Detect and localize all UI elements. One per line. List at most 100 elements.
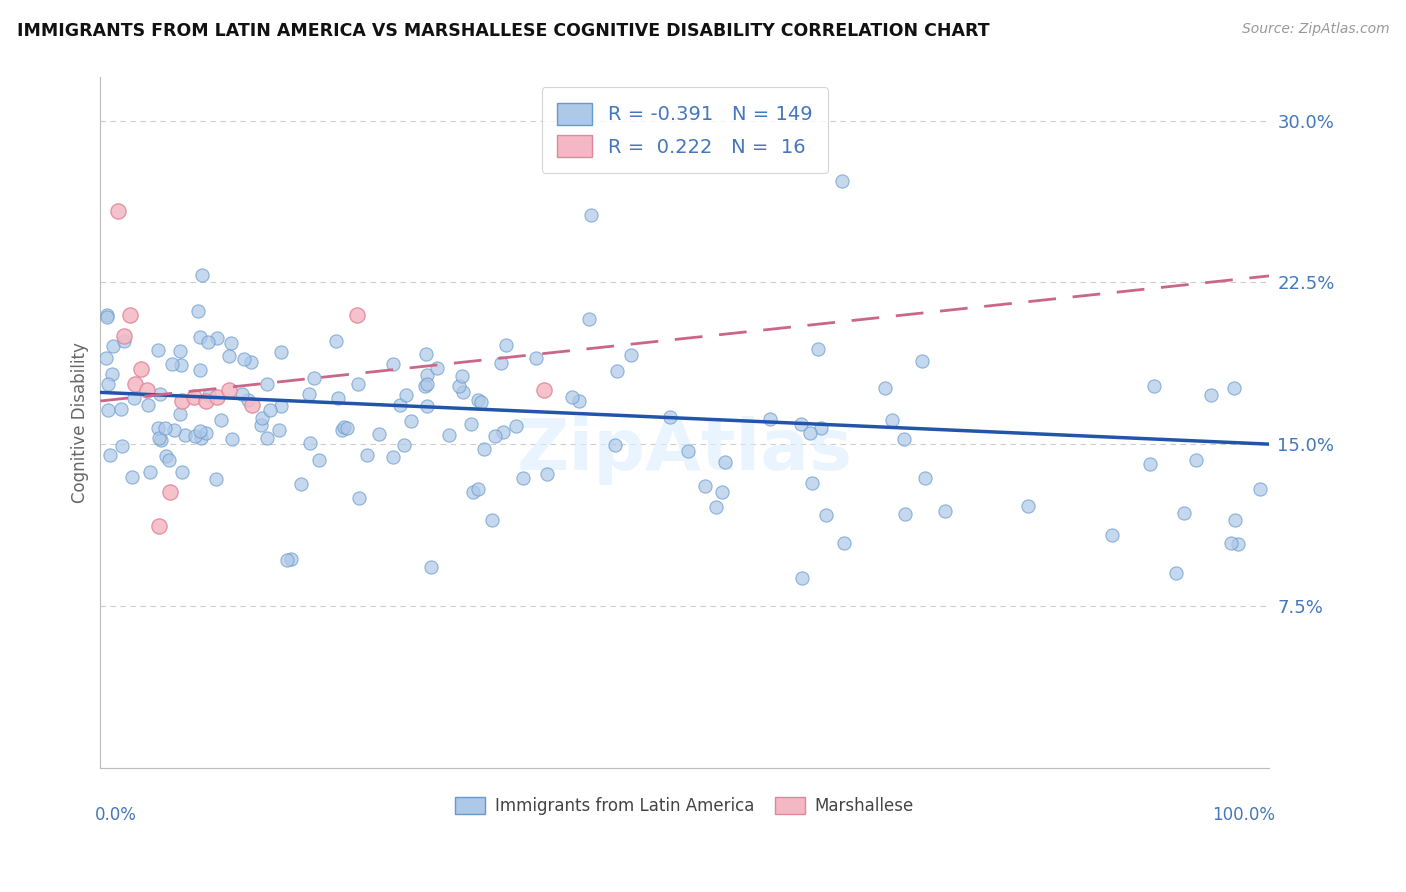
Point [395,387,418,401]
Point [470,395,492,409]
Point [270,399,292,413]
Point [174,427,197,442]
Point [136,399,159,413]
Point [416,368,439,383]
Point [188,424,211,438]
Point [790,417,813,432]
Point [94,351,117,365]
Point [759,412,782,426]
Point [299,435,322,450]
Point [107,204,129,219]
Point [328,391,350,405]
Point [170,359,193,373]
Point [148,519,170,533]
Point [118,308,141,322]
Point [467,392,489,407]
Point [831,174,853,188]
Point [801,476,824,491]
Point [346,308,368,322]
Point [561,390,583,404]
Point [153,421,176,435]
Text: 100.0%: 100.0% [1212,805,1275,823]
Point [150,433,173,447]
Point [495,338,517,352]
Point [308,453,330,467]
Point [492,425,515,440]
Point [875,381,897,395]
Point [194,394,217,409]
Point [505,418,527,433]
Point [1223,381,1246,395]
Point [190,431,212,445]
Point [799,426,821,441]
Point [533,383,555,397]
Point [439,428,461,442]
Point [659,410,682,425]
Point [170,465,193,479]
Point [1199,388,1222,402]
Point [124,376,146,391]
Point [893,508,915,522]
Point [110,401,132,416]
Point [416,376,439,391]
Point [453,384,475,399]
Point [415,346,437,360]
Point [568,394,591,409]
Y-axis label: Cognitive Disability: Cognitive Disability [72,343,89,503]
Point [678,444,700,458]
Point [710,485,733,500]
Point [155,449,177,463]
Point [219,335,242,350]
Point [449,379,471,393]
Point [807,342,830,356]
Point [148,420,170,434]
Point [460,417,482,431]
Point [413,379,436,393]
Text: Source: ZipAtlas.com: Source: ZipAtlas.com [1241,22,1389,37]
Point [121,469,143,483]
Point [934,504,956,518]
Point [815,508,838,522]
Point [148,431,170,445]
Point [256,377,278,392]
Point [188,363,211,377]
Point [489,356,512,370]
Point [188,329,211,343]
Text: IMMIGRANTS FROM LATIN AMERICA VS MARSHALLESE COGNITIVE DISABILITY CORRELATION CH: IMMIGRANTS FROM LATIN AMERICA VS MARSHAL… [17,22,990,40]
Point [389,398,412,412]
Point [256,432,278,446]
Point [347,491,370,506]
Point [401,414,423,428]
Point [333,419,356,434]
Point [1185,453,1208,467]
Point [197,334,219,349]
Point [172,394,194,409]
Point [620,348,643,362]
Point [368,426,391,441]
Point [382,450,405,465]
Point [704,500,727,514]
Point [103,339,125,353]
Point [695,479,717,493]
Point [231,387,253,401]
Point [425,361,447,376]
Point [259,402,281,417]
Point [101,367,124,381]
Point [463,484,485,499]
Point [97,377,120,392]
Point [382,357,405,371]
Point [270,344,292,359]
Point [882,413,904,427]
Point [195,425,218,440]
Point [810,421,832,435]
Point [209,413,232,427]
Legend: Immigrants from Latin America, Marshallese: Immigrants from Latin America, Marshalle… [449,790,921,822]
Point [290,476,312,491]
Point [146,343,169,357]
Point [1101,528,1123,542]
Point [325,334,347,348]
Point [187,303,209,318]
Point [138,465,160,479]
Point [129,361,152,376]
Point [356,448,378,462]
